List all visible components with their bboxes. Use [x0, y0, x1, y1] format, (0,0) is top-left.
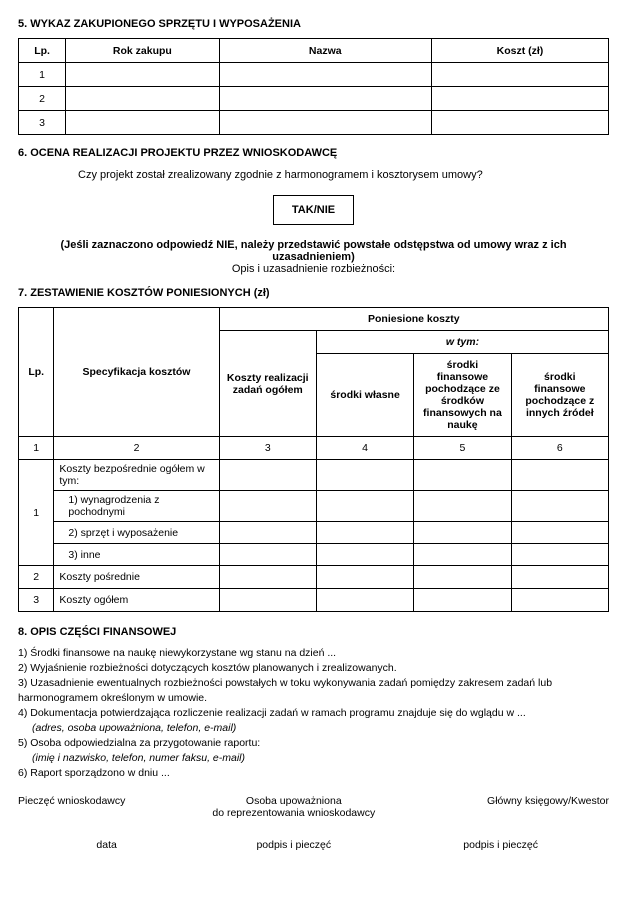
section6-note-plain: Opis i uzasadnienie rozbieżności:	[18, 263, 609, 275]
t7-r3: Koszty ogółem	[54, 589, 219, 612]
t5-lp: 2	[19, 87, 66, 111]
t7-n6: 6	[511, 437, 608, 460]
t7-h-ogolem: Koszty realizacji zadań ogółem	[219, 331, 316, 437]
signatures-row2: data podpis i pieczęć podpis i pieczęć	[18, 839, 609, 851]
t7-row2: 2 Koszty pośrednie	[19, 566, 609, 589]
t7-h-inne: środki finansowe pochodzące z innych źró…	[511, 354, 608, 437]
sig-col1c: data	[18, 839, 195, 851]
sig-col3a: Główny księgowy/Kwestor	[392, 795, 609, 819]
s8-i4b: (adres, osoba upoważniona, telefon, e-ma…	[18, 721, 609, 735]
t7-row1: 1 Koszty bezpośrednie ogółem w tym:	[19, 460, 609, 491]
t7-row3: 3 Koszty ogółem	[19, 589, 609, 612]
t7-h-wlasne: środki własne	[316, 354, 413, 437]
sig-col2c: podpis i pieczęć	[195, 839, 392, 851]
section6-question: Czy projekt został zrealizowany zgodnie …	[78, 169, 609, 181]
t5-h-nazwa: Nazwa	[219, 39, 431, 63]
t7-n2: 2	[54, 437, 219, 460]
sig-col2: Osoba upoważniona do reprezentowania wni…	[195, 795, 392, 819]
t7-row1b: 2) sprzęt i wyposażenie	[19, 522, 609, 544]
t7-h-lp: Lp.	[19, 308, 54, 437]
s8-i4: 4) Dokumentacja potwierdzająca rozliczen…	[18, 706, 609, 720]
t7-r3-lp: 3	[19, 589, 54, 612]
t7-row1c: 3) inne	[19, 544, 609, 566]
t5-row: 3	[19, 111, 609, 135]
t5-row: 2	[19, 87, 609, 111]
section8-list: 1) Środki finansowe na naukę niewykorzys…	[18, 646, 609, 781]
sig-col2a: Osoba upoważniona	[195, 795, 392, 807]
t5-lp: 3	[19, 111, 66, 135]
section8-heading: 8. OPIS CZĘŚCI FINANSOWEJ	[18, 626, 609, 638]
t7-r1-sub1: 1) wynagrodzenia z pochodnymi	[54, 491, 219, 522]
t7-r1-lp: 1	[19, 460, 54, 566]
sig-col1a: Pieczęć wnioskodawcy	[18, 795, 195, 819]
t7-n5: 5	[414, 437, 511, 460]
s8-i5: 5) Osoba odpowiedzialna za przygotowanie…	[18, 736, 609, 750]
section6-note-bold: (Jeśli zaznaczono odpowiedź NIE, należy …	[18, 239, 609, 263]
t7-h-poniesione: Poniesione koszty	[219, 308, 608, 331]
sig-col2b: do reprezentowania wnioskodawcy	[195, 807, 392, 819]
s8-i6: 6) Raport sporządzono w dniu ...	[18, 766, 609, 780]
t7-r1-sub3: 3) inne	[54, 544, 219, 566]
t7-r2-lp: 2	[19, 566, 54, 589]
table7: Lp. Specyfikacja kosztów Poniesione kosz…	[18, 307, 609, 612]
t7-n4: 4	[316, 437, 413, 460]
t7-r2: Koszty pośrednie	[54, 566, 219, 589]
t5-h-lp: Lp.	[19, 39, 66, 63]
sig-col3c: podpis i pieczęć	[392, 839, 609, 851]
t7-row1a: 1) wynagrodzenia z pochodnymi	[19, 491, 609, 522]
t7-h-nauka: środki finansowe pochodzące ze środków f…	[414, 354, 511, 437]
t5-h-rok: Rok zakupu	[66, 39, 219, 63]
t7-r1-sub2: 2) sprzęt i wyposażenie	[54, 522, 219, 544]
s8-i5b: (imię i nazwisko, telefon, numer faksu, …	[18, 751, 609, 765]
t5-lp: 1	[19, 63, 66, 87]
t5-h-koszt: Koszt (zł)	[431, 39, 608, 63]
s8-i2: 2) Wyjaśnienie rozbieżności dotyczących …	[18, 661, 609, 675]
s8-i1: 1) Środki finansowe na naukę niewykorzys…	[18, 646, 609, 660]
t5-row: 1	[19, 63, 609, 87]
t7-h-spec: Specyfikacja kosztów	[54, 308, 219, 437]
section6-heading: 6. OCENA REALIZACJI PROJEKTU PRZEZ WNIOS…	[18, 147, 609, 159]
s8-i3: 3) Uzasadnienie ewentualnych rozbieżnośc…	[18, 676, 609, 704]
taknie-box: TAK/NIE	[273, 195, 354, 225]
t7-h-wtym: w tym:	[316, 331, 608, 354]
t7-n1: 1	[19, 437, 54, 460]
t7-numrow: 1 2 3 4 5 6	[19, 437, 609, 460]
signatures-row1: Pieczęć wnioskodawcy Osoba upoważniona d…	[18, 795, 609, 819]
t7-r1-main: Koszty bezpośrednie ogółem w tym:	[54, 460, 219, 491]
t7-n3: 3	[219, 437, 316, 460]
section5-heading: 5. WYKAZ ZAKUPIONEGO SPRZĘTU I WYPOSAŻEN…	[18, 18, 609, 30]
section7-heading: 7. ZESTAWIENIE KOSZTÓW PONIESIONYCH (zł)	[18, 287, 609, 299]
table5: Lp. Rok zakupu Nazwa Koszt (zł) 1 2 3	[18, 38, 609, 135]
